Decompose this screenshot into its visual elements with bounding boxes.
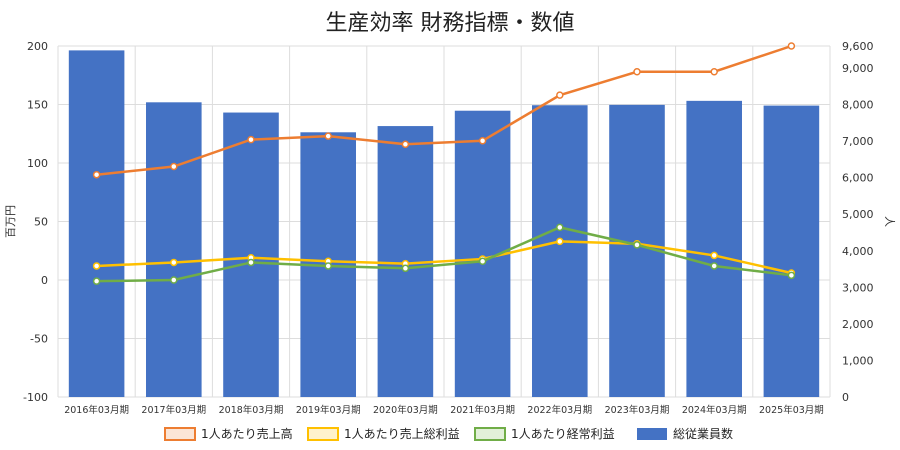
bar (763, 105, 820, 398)
data-point (170, 258, 178, 267)
series-line (96, 44, 792, 176)
x-tick-label: 2021年03月期 (450, 404, 515, 416)
y-tick-label: 150 (27, 99, 48, 112)
data-point (710, 262, 718, 270)
data-point (556, 91, 564, 99)
x-tick-label: 2022年03月期 (527, 404, 592, 416)
bar (146, 102, 202, 398)
data-point (556, 223, 564, 232)
y2-tick-label: 9,600 (842, 40, 874, 53)
y-axis-label: 百万円 (4, 205, 17, 238)
legend-label: 1人あたり経常利益 (511, 427, 615, 441)
y2-tick-label: 2,000 (842, 318, 874, 331)
data-point (556, 237, 564, 246)
data-point (247, 135, 255, 144)
legend-label: 1人あたり売上高 (201, 426, 293, 441)
y-tick-label: -50 (30, 333, 48, 346)
data-point (324, 132, 332, 140)
data-point (787, 271, 796, 280)
y2-tick-label: 8,000 (842, 99, 874, 112)
y2-tick-label: 4,000 (842, 245, 874, 258)
data-point (92, 170, 101, 179)
y-tick-label: -100 (23, 391, 48, 404)
y2-tick-label: 7,000 (842, 135, 874, 148)
data-point (710, 251, 718, 260)
legend-label: 1人あたり売上総利益 (344, 426, 460, 441)
bar-series (68, 50, 820, 398)
data-point (633, 241, 641, 249)
y-tick-label: 50 (34, 216, 48, 229)
data-point (170, 162, 178, 171)
x-tick-label: 2017年03月期 (141, 404, 206, 416)
legend-label: 総従業員数 (673, 426, 733, 441)
legend-swatch (474, 427, 506, 441)
data-point (478, 257, 487, 266)
legend-swatch (164, 427, 196, 441)
y2-tick-label: 1,000 (842, 354, 874, 367)
data-point (324, 262, 332, 270)
bar (532, 105, 588, 397)
y-tick-label: 200 (27, 40, 48, 53)
data-point (92, 277, 101, 285)
legend: 1人あたり売上高 1人あたり売上総利益 1人あたり経常利益 総従業員数 (164, 426, 733, 441)
axes: 200 150 100 50 0 -50 -100 9,600 9,000 8,000 7,000 6… (23, 40, 873, 416)
x-tick-label: 2025年03月期 (759, 404, 824, 416)
x-tick-label: 2018年03月期 (219, 404, 284, 416)
data-point (92, 262, 101, 270)
legend-swatch (307, 427, 339, 441)
y2-tick-label: 5,000 (842, 208, 874, 221)
bar (686, 100, 742, 397)
data-point (401, 264, 410, 273)
data-point (170, 276, 178, 284)
data-point (787, 42, 796, 50)
y-tick-label: 0 (41, 274, 48, 287)
y2-tick-label: 6,000 (842, 172, 874, 185)
data-point (401, 140, 410, 149)
data-point (247, 258, 255, 267)
bar (68, 50, 125, 397)
x-tick-label: 2020年03月期 (373, 404, 438, 416)
line-series (92, 42, 796, 285)
series-line (96, 240, 792, 275)
y-tick-label: 100 (27, 157, 48, 170)
data-point (478, 137, 487, 145)
chart-title: 生産効率 財務指標・数値 (326, 11, 575, 36)
x-tick-label: 2019年03月期 (296, 404, 361, 416)
data-point (633, 67, 641, 76)
legend-swatch (637, 428, 667, 440)
data-point (710, 67, 718, 76)
y2-tick-label: 0 (842, 391, 849, 404)
x-tick-label: 2016年03月期 (64, 404, 129, 416)
x-tick-label: 2023年03月期 (605, 404, 670, 416)
y2-tick-label: 3,000 (842, 281, 874, 294)
series-line (96, 226, 792, 283)
y2-tick-label: 9,000 (842, 62, 874, 75)
y2-axis-label: 人 (883, 216, 896, 227)
x-tick-label: 2024年03月期 (682, 404, 747, 416)
